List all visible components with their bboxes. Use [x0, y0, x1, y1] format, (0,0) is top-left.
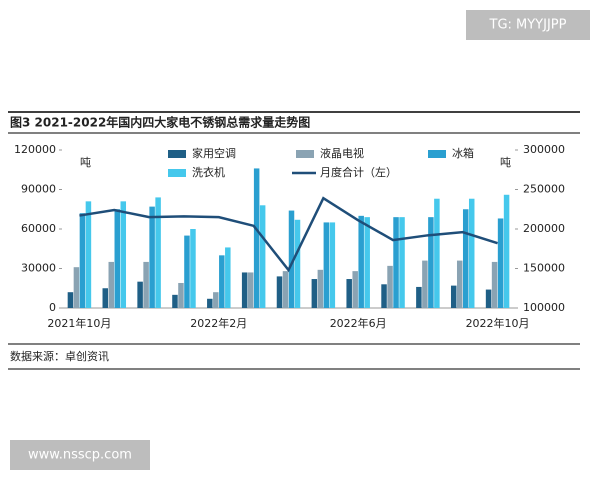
legend-label: 冰箱 — [452, 146, 474, 160]
bar — [67, 292, 74, 308]
bar — [137, 281, 143, 308]
y-tick-label: 60000 — [21, 222, 56, 235]
bar — [294, 219, 301, 308]
x-tick-label: 2021年10月 — [47, 316, 111, 330]
bar — [85, 201, 92, 308]
legend-swatch — [168, 169, 186, 177]
line — [79, 196, 498, 273]
bar — [317, 269, 324, 308]
bar — [288, 210, 295, 308]
bar — [450, 285, 457, 308]
legend-swatch — [168, 150, 186, 158]
bar — [276, 276, 283, 308]
bar — [247, 272, 254, 308]
bar — [241, 272, 248, 308]
bar — [381, 284, 387, 308]
bar — [393, 217, 399, 308]
bar — [352, 271, 358, 308]
bar — [497, 218, 504, 308]
y-axis-label: 吨 — [80, 156, 91, 169]
y2-axis-label: 吨 — [500, 156, 511, 169]
bar — [416, 286, 422, 308]
bar — [485, 289, 492, 308]
bar — [491, 261, 498, 308]
bar — [207, 298, 213, 308]
source: 数据来源：卓创资讯 — [10, 349, 109, 363]
watermark-box — [466, 10, 590, 40]
bar — [219, 255, 225, 308]
bar — [213, 292, 219, 308]
bar — [422, 260, 428, 308]
bar — [149, 206, 155, 308]
bar — [79, 213, 86, 308]
x-tick-label: 2022年6月 — [330, 316, 387, 330]
bar — [428, 217, 434, 308]
bar — [114, 209, 121, 308]
legend-label: 液晶电视 — [320, 146, 364, 160]
chart-title: 图3 2021-2022年国内四大家电不锈钢总需求量走势图 — [10, 115, 310, 130]
bar — [143, 261, 149, 308]
bar — [190, 229, 196, 308]
bar — [178, 282, 184, 308]
x-tick-label: 2022年2月 — [190, 316, 247, 330]
bar — [364, 217, 370, 308]
legend-label: 洗衣机 — [192, 165, 225, 179]
bar — [259, 205, 266, 308]
bar — [387, 265, 393, 308]
y2-tick-label: 150000 — [523, 262, 565, 275]
bar — [503, 194, 510, 308]
bar — [108, 261, 115, 308]
bar — [329, 222, 336, 308]
bar — [253, 168, 260, 308]
bar — [456, 260, 463, 308]
bar — [358, 215, 364, 308]
bar — [468, 198, 475, 308]
bar — [102, 288, 109, 308]
y-tick-label: 0 — [49, 301, 56, 314]
legend-swatch — [428, 150, 446, 158]
watermark: www.nsscp.com — [28, 448, 132, 463]
bar — [462, 209, 469, 308]
bar — [73, 267, 80, 308]
y-tick-label: 30000 — [21, 262, 56, 275]
legend-label: 家用空调 — [192, 146, 236, 160]
bar — [155, 197, 161, 308]
legend-label: 月度合计（左） — [320, 165, 397, 179]
y2-tick-label: 100000 — [523, 301, 565, 314]
watermark: TG: MYYJJPP — [489, 18, 567, 33]
y2-tick-label: 250000 — [523, 183, 565, 196]
bar — [399, 217, 405, 308]
y2-tick-label: 300000 — [523, 143, 565, 156]
watermark-box — [10, 440, 150, 470]
x-tick-label: 2022年10月 — [466, 316, 530, 330]
bar — [225, 247, 231, 308]
bar — [311, 279, 318, 308]
bar — [323, 222, 330, 308]
bar — [172, 294, 178, 308]
bar — [120, 201, 127, 308]
bar — [434, 198, 440, 308]
legend-swatch — [296, 150, 314, 158]
bar — [282, 271, 289, 308]
bar — [184, 235, 190, 308]
bar — [346, 279, 352, 308]
y2-tick-label: 200000 — [523, 222, 565, 235]
y-tick-label: 90000 — [21, 183, 56, 196]
y-tick-label: 120000 — [14, 143, 56, 156]
